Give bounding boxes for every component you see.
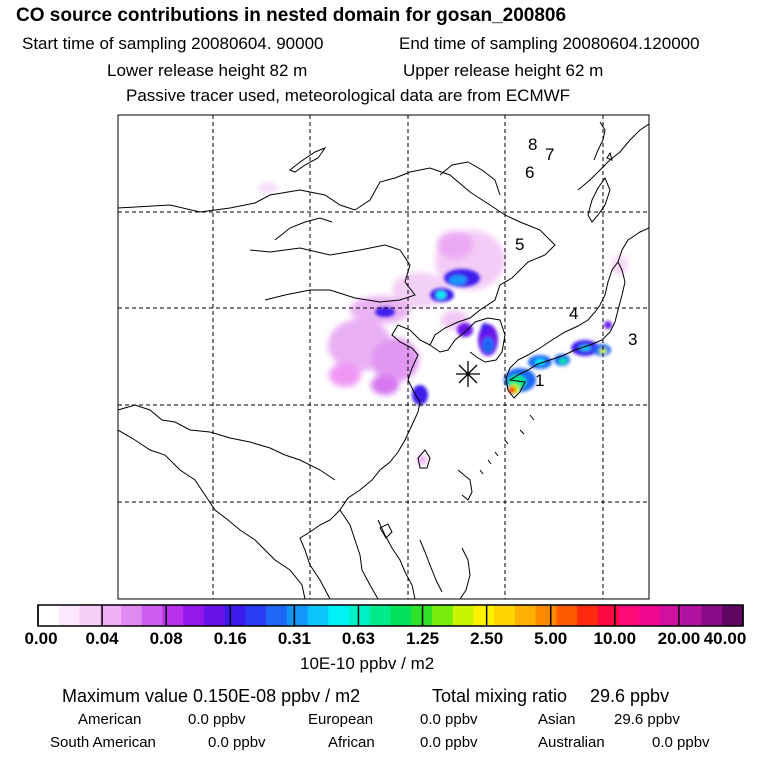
region-value-south-american: 0.0 ppbv	[208, 734, 266, 751]
colorbar-tick-label: 0.04	[85, 629, 119, 648]
source-label-6: 6	[525, 163, 534, 182]
colorbar-cell	[618, 605, 640, 626]
colorbar-cell	[328, 605, 350, 626]
colorbar-tick-label: 2.50	[470, 629, 504, 648]
colorbar-cell	[58, 605, 80, 626]
region-name-south-american: South American	[50, 734, 156, 751]
region-name-asian: Asian	[538, 711, 576, 728]
colorbar-cell	[349, 605, 371, 626]
colorbar-cell	[245, 605, 267, 626]
colorbar-cell	[597, 605, 620, 626]
region-value-african: 0.0 ppbv	[420, 734, 478, 751]
colorbar-tick-label: 1.25	[405, 629, 440, 648]
colorbar-cell	[452, 605, 474, 626]
colorbar-cell	[162, 605, 184, 626]
source-label-3: 3	[628, 330, 637, 349]
total-mixing-ratio-value: 29.6 ppbv	[590, 686, 670, 706]
figure-title: CO source contributions in nested domain…	[16, 5, 567, 26]
colorbar-cell	[701, 605, 723, 626]
region-name-australian: Australian	[538, 734, 605, 751]
colorbar	[37, 604, 744, 627]
colorbar-cell	[390, 605, 412, 626]
colorbar-cell	[100, 605, 122, 626]
map-frame	[117, 114, 650, 600]
colorbar-tick-label: 0.31	[277, 629, 311, 648]
colorbar-cell	[307, 605, 329, 626]
source-label-4: 4	[569, 304, 578, 323]
end-time-label: End time of sampling 20080604.120000	[399, 34, 700, 53]
colorbar-cell	[535, 605, 557, 626]
colorbar-tick-label: 0.63	[341, 629, 375, 648]
coastline-layer	[118, 121, 649, 599]
source-label-5: 5	[515, 235, 524, 254]
colorbar-cell	[203, 605, 226, 626]
plume-layer	[258, 182, 628, 465]
colorbar-tick-label: 40.00	[703, 629, 747, 648]
colorbar-cell	[722, 605, 744, 626]
colorbar-cell	[514, 605, 537, 626]
colorbar-tick-label: 20.00	[657, 629, 701, 648]
maximum-value: Maximum value 0.150E-08 ppbv / m2	[62, 686, 361, 706]
graticule-layer	[118, 115, 649, 599]
colorbar-tick-label: 10.00	[593, 629, 637, 648]
colorbar-cell	[577, 605, 599, 626]
colorbar-cell	[79, 605, 101, 626]
receptor-star-icon	[456, 361, 480, 387]
colorbar-tick-label: 5.00	[534, 629, 568, 648]
region-name-european: European	[308, 711, 374, 728]
colorbar-cell	[431, 605, 454, 626]
colorbar-cell	[286, 605, 309, 626]
region-value-european: 0.0 ppbv	[420, 711, 478, 728]
start-time-label: Start time of sampling 20080604. 90000	[22, 34, 324, 53]
colorbar-cell	[660, 605, 682, 626]
colorbar-cell	[639, 605, 661, 626]
colorbar-cell	[680, 605, 703, 626]
colorbar-cell	[120, 605, 143, 626]
colorbar-tick-label: 0.08	[149, 629, 183, 648]
colorbar-tick-label: 0.00	[24, 629, 58, 648]
colorbar-unit-label: 10E-10 ppbv / m2	[300, 654, 435, 673]
region-value-australian: 0.0 ppbv	[652, 734, 710, 751]
colorbar-cell	[556, 605, 578, 626]
source-label-7: 7	[545, 145, 554, 164]
colorbar-cell	[38, 605, 60, 626]
colorbar-cell	[494, 605, 516, 626]
colorbar-cell	[369, 605, 391, 626]
source-label-8: 8	[528, 135, 537, 154]
colorbar-cell	[473, 605, 495, 626]
source-label-1: 1	[535, 371, 544, 390]
region-name-african: African	[328, 734, 375, 751]
upper-release-height: Upper release height 62 m	[403, 61, 604, 80]
total-mixing-ratio-label: Total mixing ratio	[432, 686, 568, 706]
lower-release-height: Lower release height 82 m	[107, 61, 308, 80]
tracer-note: Passive tracer used, meteorological data…	[126, 86, 571, 105]
colorbar-cell	[224, 605, 246, 626]
region-value-asian: 29.6 ppbv	[614, 711, 680, 728]
colorbar-cell	[141, 605, 163, 626]
colorbar-cell	[183, 605, 205, 626]
region-value-american: 0.0 ppbv	[188, 711, 246, 728]
region-name-american: American	[78, 711, 142, 728]
colorbar-cell	[266, 605, 288, 626]
colorbar-tick-label: 0.16	[213, 629, 247, 648]
